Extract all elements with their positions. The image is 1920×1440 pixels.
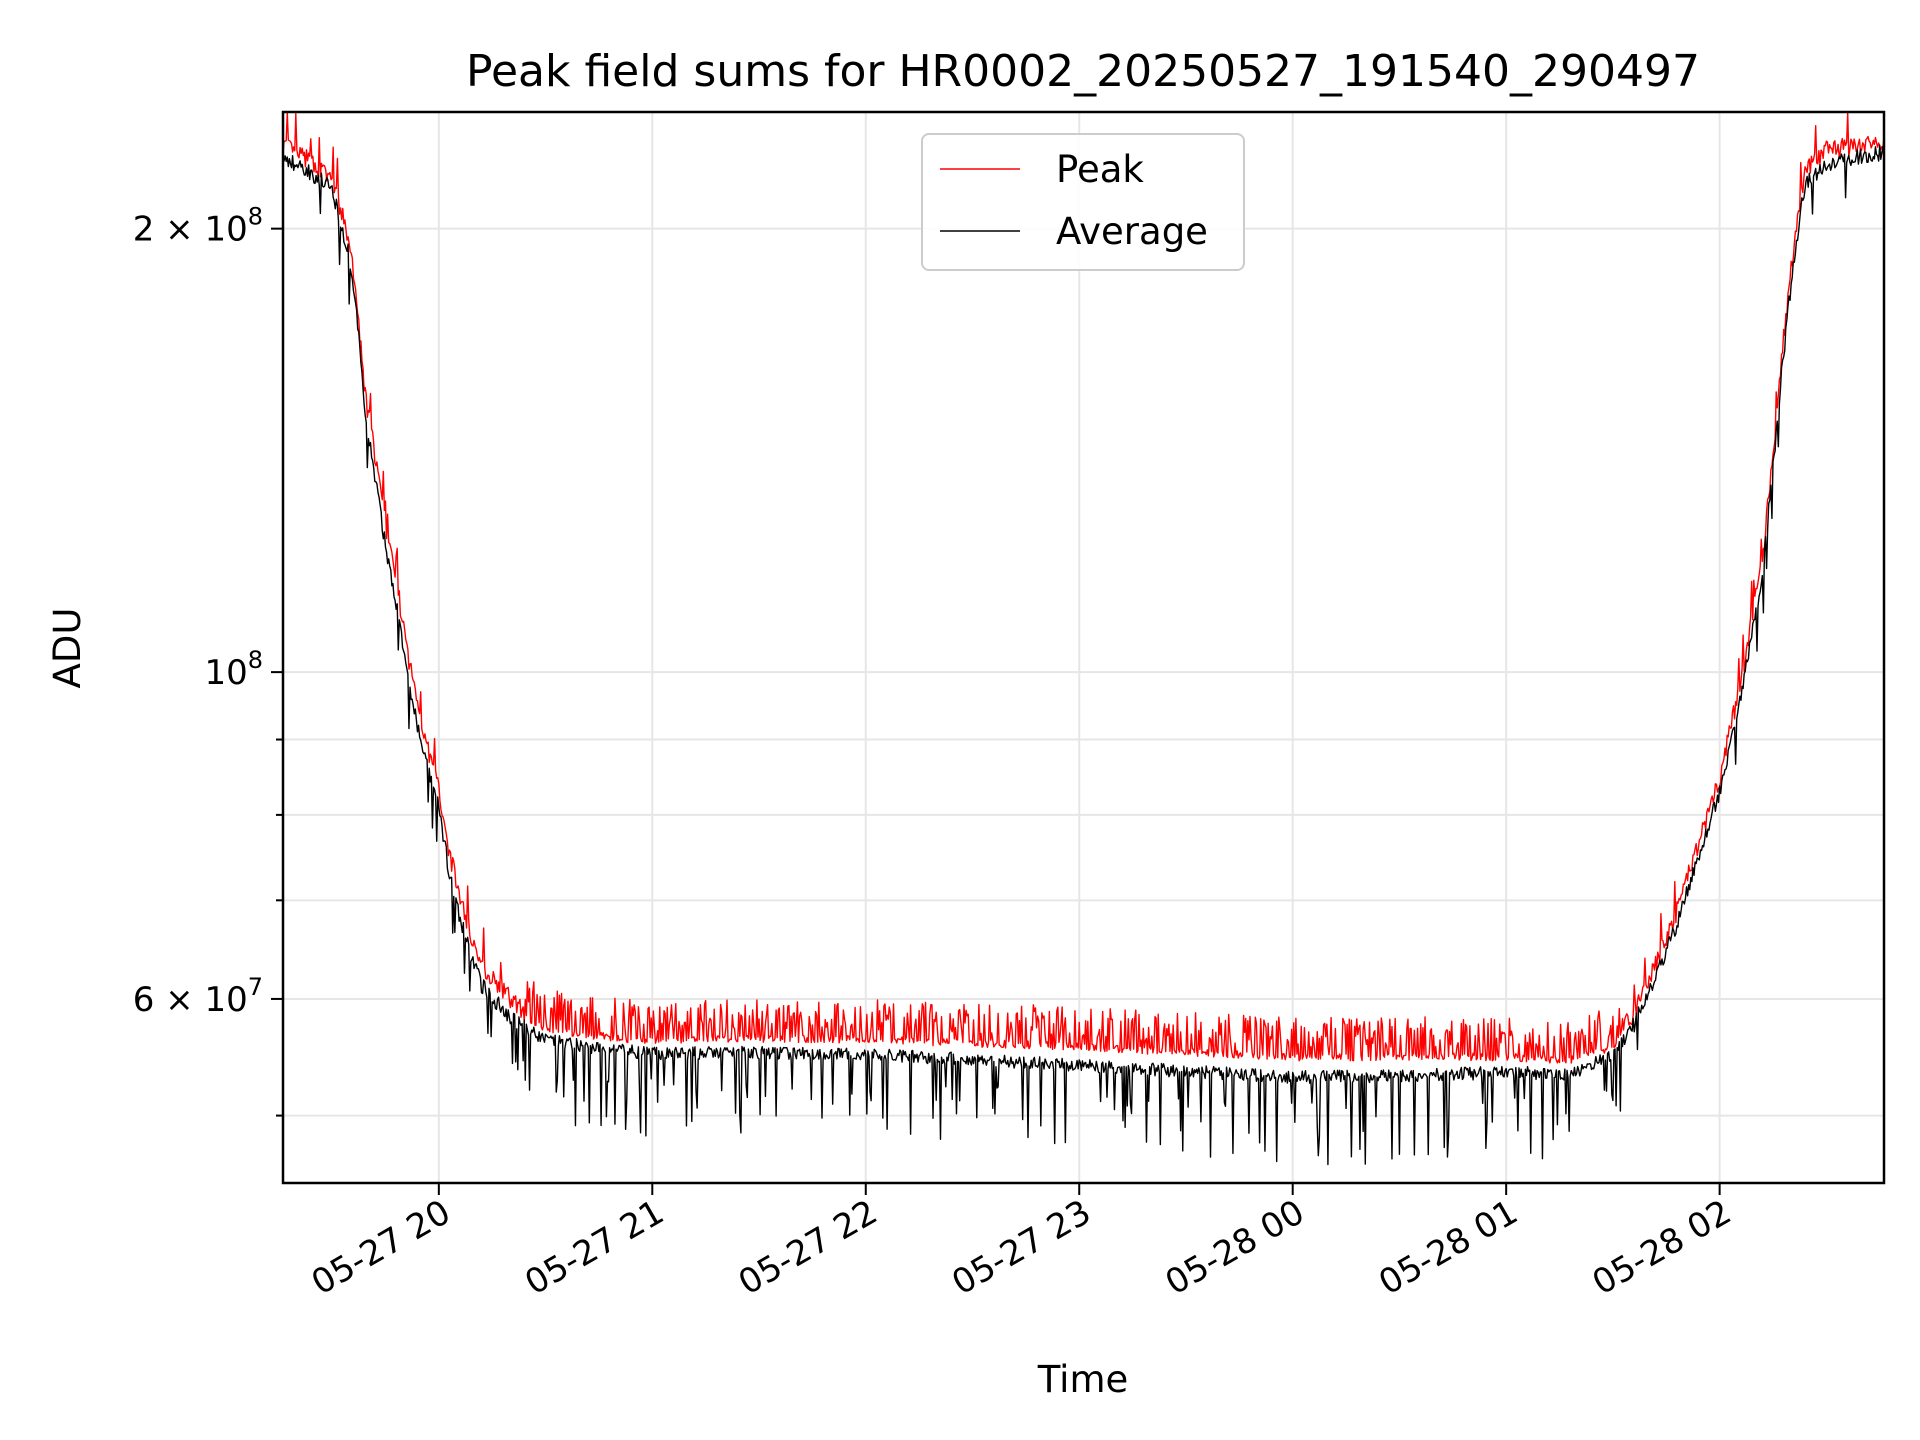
y-tick-label-2: 6 × 107 — [133, 973, 263, 1020]
legend-label-peak: Peak — [1056, 148, 1144, 191]
legend-box — [921, 133, 1245, 271]
y-tick-label-0: 2 × 108 — [133, 203, 263, 250]
grid-lines — [283, 112, 1884, 1183]
series-lines — [283, 112, 1884, 1166]
series-line-average — [283, 144, 1884, 1166]
chart-title: Peak field sums for HR0002_20250527_1915… — [466, 46, 1700, 97]
legend: Peak Average — [921, 133, 1245, 271]
x-axis-label: Time — [1037, 1358, 1129, 1401]
y-tick-label-1: 108 — [204, 646, 263, 693]
y-axis-ticks: 2 × 108 108 6 × 107 — [133, 203, 283, 1117]
y-axis-label: ADU — [46, 608, 89, 689]
series-line-peak — [283, 112, 1884, 1064]
legend-label-average: Average — [1056, 210, 1208, 253]
plot-frame — [281, 110, 1886, 1185]
plot-area — [283, 112, 1884, 1166]
